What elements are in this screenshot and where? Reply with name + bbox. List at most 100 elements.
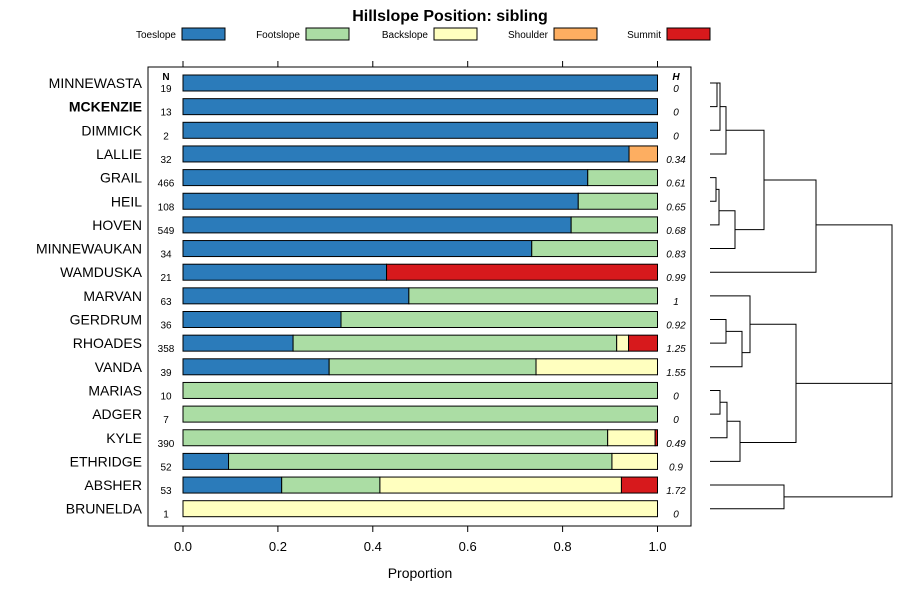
bar-segment-toeslope [182, 192, 579, 210]
bar-segment-toeslope [182, 145, 630, 163]
plot-frame [147, 66, 692, 527]
n-value: 390 [158, 439, 175, 450]
h-value: 0 [673, 84, 679, 95]
x-tick-label: 0.8 [554, 539, 572, 554]
bar-segment-backslope [616, 334, 630, 352]
n-value: 7 [163, 415, 169, 426]
h-value: 0.68 [666, 226, 686, 237]
n-value: 32 [160, 155, 172, 166]
dendrogram-branch [710, 188, 720, 226]
dendrogram-branch [710, 389, 721, 415]
bar-segment-toeslope [182, 311, 342, 328]
dendrogram-branch [710, 179, 817, 273]
h-value: 0 [673, 391, 679, 402]
bar-segment-toeslope [182, 287, 410, 305]
dendrogram-branch [710, 401, 728, 439]
h-value: 0 [673, 131, 679, 142]
bar-segment-toeslope [182, 98, 658, 116]
row-label: DIMMICK [81, 122, 142, 138]
x-tick-label: 1.0 [648, 539, 666, 554]
n-value: 19 [160, 84, 172, 95]
h-value: 0.65 [666, 202, 686, 213]
bar-segment-toeslope [182, 240, 533, 258]
bar-segment-footslope [182, 405, 658, 423]
h-value: 0.99 [666, 273, 686, 284]
bar-segment-footslope [570, 216, 658, 234]
bar-segment-footslope [292, 334, 618, 352]
dendrogram-branch [710, 83, 718, 108]
row-label: MARVAN [83, 288, 142, 304]
x-axis-label: Proportion [388, 565, 453, 581]
dendrogram-branch [710, 319, 727, 344]
bar-segment-backslope [607, 429, 656, 447]
legend-swatch [181, 27, 226, 41]
row-label: VANDA [95, 359, 143, 375]
dendrogram-branch [784, 224, 893, 498]
row-label: MINNEWAUKAN [36, 241, 142, 257]
legend-label: Footslope [256, 30, 300, 41]
row-label: HEIL [111, 193, 142, 209]
chart-title: Hillslope Position: sibling [352, 8, 548, 25]
n-value: 63 [160, 297, 172, 308]
n-value: 549 [158, 226, 175, 237]
n-value: 34 [160, 250, 172, 261]
n-value: 10 [160, 391, 172, 402]
x-tick-label: 0.6 [459, 539, 477, 554]
row-label: LALLIE [96, 146, 142, 162]
n-value: 108 [158, 202, 175, 213]
bar-segment-toeslope [182, 216, 572, 234]
bar-segment-footslope [408, 287, 658, 305]
row-label: GRAIL [100, 170, 142, 186]
h-value: 1.25 [666, 344, 686, 355]
h-value: 1 [673, 297, 679, 308]
bar-segment-summit [628, 334, 658, 352]
bar-segment-summit [654, 429, 659, 447]
row-label: RHOADES [73, 335, 142, 351]
legend-swatch [553, 27, 598, 41]
legend-label: Shoulder [508, 30, 549, 41]
bar-segment-toeslope [182, 476, 283, 494]
n-value: 52 [160, 462, 172, 473]
dendrogram-branch [710, 484, 785, 510]
row-label: GERDRUM [70, 312, 142, 328]
h-value: 0.92 [666, 321, 686, 332]
n-column-header: N [162, 72, 169, 83]
row-label: ADGER [92, 406, 142, 422]
bar-segment-summit [620, 476, 658, 494]
row-label: MCKENZIE [69, 99, 142, 115]
bar-segment-toeslope [182, 169, 589, 187]
chart-rows: MINNEWASTA 19 0 MCKENZIE 13 0 DIMMICK 2 0 LALLIE 3… [36, 74, 686, 521]
row-label: BRUNELDA [66, 501, 143, 517]
dendrogram-branch [726, 129, 765, 231]
legend-label: Summit [627, 30, 661, 41]
bar-segment-toeslope [182, 358, 330, 376]
bar-segment-footslope [577, 192, 658, 210]
bar-segment-footslope [531, 240, 659, 258]
n-value: 39 [160, 368, 172, 379]
n-value: 53 [160, 486, 172, 497]
x-tick-label: 0.4 [364, 539, 382, 554]
n-value: 358 [158, 344, 175, 355]
x-axis: 0.0 0.2 0.4 0.6 0.8 1.0 [174, 61, 667, 554]
legend-swatch [666, 27, 711, 41]
bar-segment-toeslope [182, 334, 294, 352]
dendrogram-branch [710, 210, 736, 250]
dendrogram-branch [710, 177, 717, 202]
h-value: 1.72 [666, 486, 686, 497]
h-value: 0.34 [666, 155, 686, 166]
bar-segment-toeslope [182, 74, 658, 92]
row-label: ETHRIDGE [70, 453, 142, 469]
n-value: 2 [163, 131, 169, 142]
n-value: 13 [160, 108, 172, 119]
bar-segment-footslope [281, 476, 381, 494]
h-value: 0.83 [666, 250, 686, 261]
row-label: HOVEN [92, 217, 142, 233]
bar-segment-toeslope [182, 263, 388, 281]
h-value: 1.55 [666, 368, 686, 379]
bar-segment-summit [386, 263, 658, 281]
x-tick-label: 0.2 [269, 539, 287, 554]
bar-segment-backslope [182, 500, 658, 518]
n-value: 21 [160, 273, 172, 284]
h-value: 0 [673, 510, 679, 521]
